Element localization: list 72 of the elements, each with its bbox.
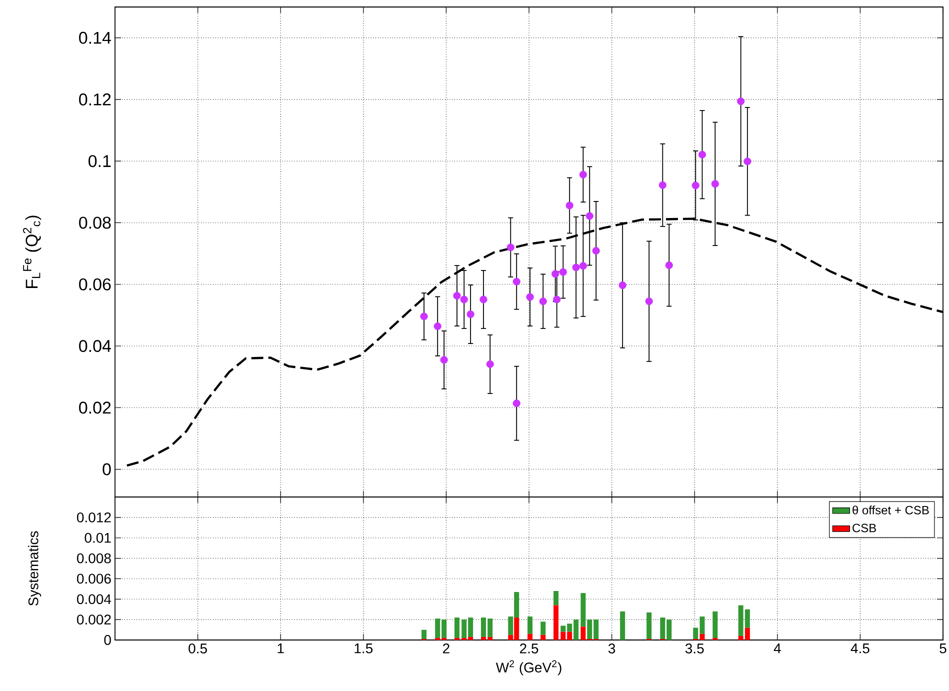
point — [420, 312, 428, 320]
legend-label: θ offset + CSB — [852, 506, 929, 514]
point — [512, 400, 520, 408]
bar — [527, 634, 532, 640]
point — [466, 310, 474, 318]
point — [579, 170, 587, 178]
bar — [540, 634, 546, 640]
y-tick-label: 0.004 — [76, 594, 112, 604]
point — [618, 281, 626, 290]
legend-label: CSB — [852, 524, 876, 532]
y-tick-label: 0.002 — [76, 614, 111, 625]
bar — [454, 638, 460, 640]
point — [440, 356, 448, 364]
point — [645, 298, 653, 306]
bar — [646, 612, 652, 639]
y-tick-label: 0.12 — [79, 93, 111, 106]
point — [586, 212, 594, 220]
bar — [620, 611, 626, 640]
point — [579, 262, 587, 270]
point — [480, 296, 488, 304]
point — [453, 292, 461, 300]
y-tick-label: 0.14 — [79, 32, 111, 44]
point — [572, 264, 580, 272]
bar — [553, 590, 558, 606]
y-tick-label: 0.008 — [76, 553, 111, 564]
point — [737, 98, 745, 106]
x-tick-label: 2.5 — [520, 644, 538, 654]
x-tick-label: 3.5 — [685, 644, 704, 654]
point — [698, 150, 706, 158]
x-axis-title: W$^{2}$ (GeV$^{2}$) — [496, 660, 562, 676]
point — [486, 360, 494, 368]
point — [526, 293, 534, 301]
point — [539, 298, 547, 306]
x-tick-label: 1.5 — [354, 644, 373, 654]
x-tick-label: 5 — [940, 644, 946, 654]
point — [460, 296, 468, 304]
y-tick-label: 0.012 — [76, 512, 111, 522]
x-tick-label: 4.5 — [850, 644, 870, 654]
x-tick-label: 2 — [443, 644, 450, 654]
y-tick-label: 0.006 — [76, 574, 111, 584]
y-tick-label: 0.02 — [79, 402, 111, 414]
y-axis-title: Systematics — [28, 531, 42, 606]
x-tick-label: 0.5 — [188, 644, 207, 654]
y-tick-label: 0.1 — [88, 155, 111, 168]
point — [711, 180, 719, 188]
bar — [553, 605, 558, 640]
point — [506, 244, 514, 252]
bar — [712, 638, 718, 640]
point — [566, 202, 574, 210]
point — [559, 268, 567, 276]
y-tick-label: 0.06 — [79, 278, 111, 290]
y-tick-label: 0 — [102, 463, 111, 476]
x-tick-label: 4 — [774, 644, 781, 654]
bar — [540, 622, 546, 635]
y-tick-label: 0.08 — [79, 216, 111, 229]
point — [434, 322, 442, 330]
point — [744, 158, 752, 166]
point — [692, 182, 700, 190]
point — [512, 278, 520, 286]
x-tick-label: 1 — [278, 644, 284, 654]
bar — [712, 611, 718, 638]
point — [665, 261, 673, 270]
y-tick-label: 0.01 — [84, 532, 111, 543]
y-tick-label: 0 — [104, 635, 111, 645]
bar — [527, 616, 532, 634]
y-axis-title: F$_{L}$$^{Fe}$ (Q$^{2}$$_{c}$) — [23, 216, 42, 288]
bar — [422, 630, 427, 639]
x-tick-label: 3 — [608, 644, 616, 654]
point — [592, 246, 600, 255]
bar — [454, 618, 460, 638]
y-tick-label: 0.04 — [79, 340, 111, 352]
point — [658, 181, 666, 189]
